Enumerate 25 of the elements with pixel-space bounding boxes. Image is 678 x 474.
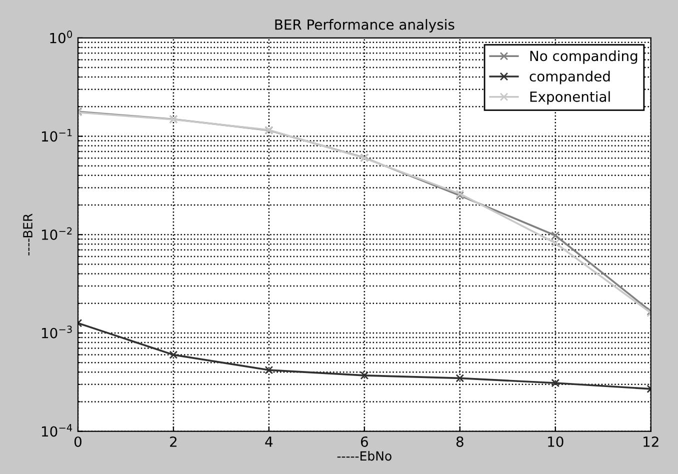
y-tick-label: 10$^{−3}$ bbox=[42, 326, 72, 338]
point bbox=[169, 350, 178, 359]
y-tick-label: 10$^{0}$ bbox=[50, 30, 72, 44]
legend-label: Exponential bbox=[530, 91, 610, 105]
x-tick-label: 12 bbox=[644, 436, 658, 447]
x-tick-label: 2 bbox=[170, 436, 176, 447]
chart-title: BER Performance analysis bbox=[275, 19, 454, 32]
x-tick-label: 4 bbox=[265, 436, 273, 447]
legend-label: No companding bbox=[530, 50, 638, 64]
y-tick-label: 10$^{−4}$ bbox=[42, 424, 72, 437]
y-tick-label: 10$^{−1}$ bbox=[42, 129, 72, 142]
x-tick-label: 6 bbox=[360, 436, 368, 447]
point bbox=[360, 371, 369, 380]
x-axis-title: -----EbNo bbox=[337, 451, 392, 461]
point bbox=[264, 366, 274, 374]
point bbox=[456, 374, 464, 382]
point bbox=[551, 238, 560, 248]
y-axis-title: ----BER bbox=[23, 214, 32, 256]
x-tick-label: 0 bbox=[74, 436, 82, 447]
point bbox=[551, 378, 560, 388]
legend-label: companded bbox=[530, 70, 610, 84]
point bbox=[551, 231, 560, 240]
x-tick-label: 8 bbox=[456, 436, 464, 447]
x-tick-label: 10 bbox=[548, 436, 564, 447]
y-tick-label: 10$^{−2}$ bbox=[42, 227, 72, 240]
